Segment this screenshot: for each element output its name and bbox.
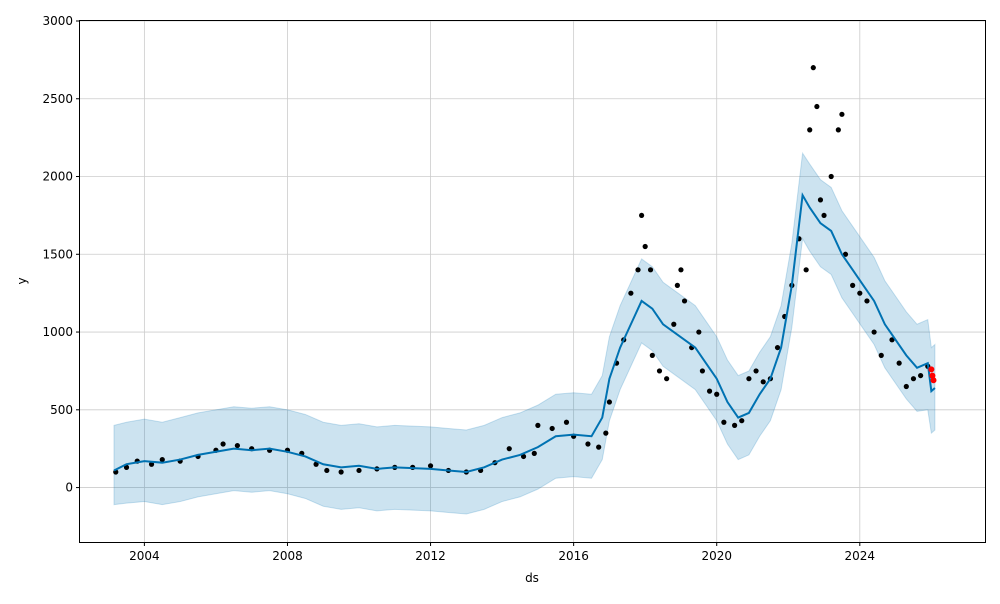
actual-point — [535, 422, 541, 428]
actual-point — [427, 463, 434, 469]
actual-point — [696, 329, 702, 335]
actual-point — [835, 127, 841, 133]
x-tick-label: 2004 — [129, 549, 160, 563]
recent-points — [928, 366, 937, 384]
x-tick-label: 2012 — [415, 549, 446, 563]
actual-point — [714, 391, 720, 397]
actual-points — [113, 65, 931, 475]
y-tick-label: 2500 — [42, 92, 73, 106]
actual-point — [871, 329, 877, 335]
actual-point — [563, 419, 570, 425]
actual-point — [842, 251, 849, 257]
actual-point — [606, 399, 613, 405]
actual-point — [839, 111, 845, 117]
actual-point — [739, 418, 745, 424]
actual-point — [549, 425, 555, 432]
axis-ticks: 2004 2008 2012 2016 2020 2024 0 500 1000 1500 2000… — [42, 14, 875, 563]
x-tick-label: 2016 — [558, 549, 589, 563]
actual-point — [647, 267, 654, 273]
actual-point — [732, 422, 738, 428]
actual-point — [671, 321, 677, 327]
actual-point — [234, 442, 240, 449]
actual-point — [803, 267, 809, 273]
recent-point — [930, 377, 937, 384]
actual-point — [857, 290, 863, 296]
y-tick-label: 1500 — [42, 247, 73, 261]
actual-point — [706, 388, 713, 394]
recent-point — [928, 366, 935, 373]
actual-point — [649, 352, 655, 358]
y-tick-label: 0 — [65, 481, 73, 495]
x-axis-label: ds — [525, 571, 539, 585]
actual-point — [910, 376, 917, 382]
x-tick-label: 2024 — [845, 549, 876, 563]
actual-point — [850, 282, 856, 288]
x-tick-label: 2008 — [272, 549, 303, 563]
actual-point — [903, 383, 909, 390]
actual-point — [817, 197, 824, 203]
actual-point — [878, 352, 884, 358]
actual-point — [674, 282, 680, 288]
actual-point — [821, 212, 827, 219]
actual-point — [681, 298, 688, 304]
actual-point — [603, 430, 609, 436]
actual-point — [123, 464, 130, 470]
actual-point — [896, 360, 902, 366]
actual-point — [753, 368, 759, 374]
actual-point — [814, 103, 820, 110]
actual-point — [506, 446, 512, 452]
actual-point — [220, 441, 226, 447]
actual-point — [810, 65, 816, 71]
actual-point — [774, 344, 781, 351]
actual-point — [642, 243, 648, 250]
actual-point — [520, 453, 527, 460]
actual-point — [635, 267, 641, 273]
actual-point — [664, 376, 670, 382]
actual-point — [721, 419, 727, 425]
plot-frame — [79, 20, 986, 543]
actual-point — [313, 461, 319, 467]
forecast-line — [113, 192, 936, 474]
actual-point — [338, 469, 344, 475]
x-tick-label: 2020 — [701, 549, 732, 563]
recent-point — [929, 372, 936, 379]
actual-point — [628, 290, 634, 296]
y-axis-label: y — [15, 277, 29, 284]
y-tick-label: 2000 — [42, 170, 73, 184]
actual-point — [807, 127, 813, 133]
actual-point — [324, 467, 330, 474]
uncertainty-band — [113, 151, 936, 515]
actual-point — [585, 441, 591, 447]
actual-point — [828, 173, 834, 180]
y-tick-label: 3000 — [42, 14, 73, 28]
actual-point — [596, 444, 602, 450]
y-tick-label: 1000 — [42, 325, 73, 339]
actual-point — [356, 467, 362, 474]
actual-point — [889, 337, 895, 343]
actual-point — [918, 372, 924, 379]
actual-point — [746, 376, 752, 382]
y-tick-label: 500 — [50, 403, 73, 417]
actual-point — [760, 379, 766, 385]
actual-point — [148, 461, 155, 467]
actual-point — [159, 456, 165, 463]
actual-point — [656, 368, 663, 374]
actual-point — [531, 450, 537, 456]
actual-point — [639, 212, 645, 219]
actual-point — [864, 298, 870, 304]
actual-point — [678, 267, 684, 273]
actual-point — [699, 368, 706, 374]
